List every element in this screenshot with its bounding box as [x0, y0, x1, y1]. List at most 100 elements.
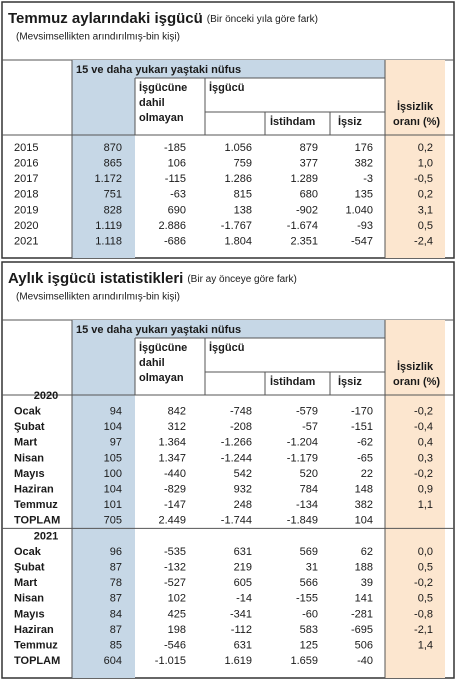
- col-header: olmayan: [139, 112, 184, 124]
- cell-value: 0,5: [418, 220, 433, 232]
- cell-value: -1.015: [155, 655, 186, 667]
- col-shade: [72, 320, 135, 678]
- cell-value: 2.886: [158, 220, 186, 232]
- cell-value: 506: [355, 640, 373, 652]
- row-label: Mayıs: [14, 608, 45, 620]
- col-header: olmayan: [139, 372, 184, 384]
- cell-value: 1.286: [224, 173, 252, 185]
- cell-value: 0,0: [418, 546, 433, 558]
- cell-value: 1.118: [95, 236, 122, 248]
- cell-value: -155: [296, 593, 318, 605]
- cell-value: -1.244: [221, 452, 252, 464]
- col-header: İstihdam: [270, 375, 315, 388]
- cell-value: 542: [234, 468, 252, 480]
- cell-value: 1.040: [345, 204, 373, 216]
- cell-value: -62: [357, 437, 373, 449]
- cell-value: 382: [355, 158, 373, 170]
- cell-value: 815: [234, 189, 252, 201]
- cell-value: 1.056: [224, 142, 252, 154]
- cell-value: 0,5: [418, 593, 433, 605]
- cell-value: 759: [234, 158, 252, 170]
- cell-value: -1.767: [221, 220, 252, 232]
- col-header: İstihdam: [270, 115, 315, 128]
- cell-value: -132: [164, 562, 186, 574]
- cell-value: 631: [234, 640, 252, 652]
- cell-value: -1.179: [287, 452, 318, 464]
- row-label: Nisan: [14, 452, 44, 464]
- cell-value: 1,1: [418, 499, 433, 511]
- cell-value: -2,4: [414, 236, 433, 248]
- cell-value: -0,2: [414, 577, 433, 589]
- cell-value: 248: [234, 499, 252, 511]
- cell-value: 932: [234, 484, 252, 496]
- title-note: (Bir önceki yıla göre fark): [207, 14, 318, 25]
- cell-value: -65: [357, 452, 373, 464]
- title-text: Aylık işgücü istatistikleri: [8, 270, 183, 287]
- cell-value: 39: [361, 577, 373, 589]
- cell-value: 176: [355, 142, 373, 154]
- col-shade: [72, 60, 135, 258]
- cell-value: 125: [300, 640, 318, 652]
- table-box: [1, 1, 455, 259]
- cell-value: 94: [110, 406, 122, 418]
- cell-value: 784: [300, 484, 318, 496]
- cell-value: -57: [302, 421, 318, 433]
- cell-value: -547: [351, 236, 373, 248]
- cell-value: 604: [104, 655, 122, 667]
- cell-value: 87: [110, 562, 122, 574]
- cell-value: 870: [104, 142, 122, 154]
- cell-value: 0,9: [418, 484, 433, 496]
- cell-value: 680: [300, 189, 318, 201]
- cell-value: -1.266: [221, 437, 252, 449]
- title-text: Temmuz aylarındaki işgücü: [8, 10, 203, 27]
- cell-value: 188: [355, 562, 373, 574]
- cell-value: 106: [168, 158, 186, 170]
- cell-value: -1.674: [287, 220, 318, 232]
- cell-value: -902: [296, 204, 318, 216]
- cell-value: -748: [230, 406, 252, 418]
- cell-value: -185: [164, 142, 186, 154]
- cell-value: 62: [361, 546, 373, 558]
- cell-value: -829: [164, 484, 186, 496]
- col-header: İşsizlik: [397, 360, 434, 373]
- cell-value: 1,4: [418, 640, 433, 652]
- cell-value: 828: [104, 204, 122, 216]
- row-label: Mayıs: [14, 468, 45, 480]
- cell-value: 138: [234, 204, 252, 216]
- row-label: Temmuz: [14, 499, 58, 511]
- cell-value: -281: [351, 608, 373, 620]
- cell-value: 751: [104, 189, 122, 201]
- subtitle: (Mevsimsellikten arındırılmış-bin kişi): [16, 32, 180, 43]
- cell-value: -170: [351, 406, 373, 418]
- group-shade: [72, 320, 385, 338]
- cell-value: 0,2: [418, 142, 433, 154]
- row-label: 2015: [14, 142, 38, 154]
- cell-value: 1.347: [158, 452, 186, 464]
- cell-value: 96: [110, 546, 122, 558]
- col-header: İşgücüne: [139, 81, 187, 94]
- row-label: 2017: [14, 173, 38, 185]
- row-label: 2020: [14, 220, 38, 232]
- subtitle: (Mevsimsellikten arındırılmış-bin kişi): [16, 292, 180, 303]
- cell-value: 219: [234, 562, 252, 574]
- col-header: İşsiz: [338, 375, 362, 388]
- cell-value: -0,4: [414, 421, 433, 433]
- group-header: 15 ve daha yukarı yaştaki nüfus: [76, 64, 241, 76]
- group-header: 15 ve daha yukarı yaştaki nüfus: [76, 324, 241, 336]
- cell-value: 78: [110, 577, 122, 589]
- cell-value: -1.849: [287, 515, 318, 527]
- row-label: 2016: [14, 158, 38, 170]
- cell-value: 705: [104, 515, 122, 527]
- col-header: dahil: [139, 357, 165, 369]
- col-header: İşsiz: [338, 115, 362, 128]
- row-label: 2021: [14, 236, 38, 248]
- cell-value: -579: [296, 406, 318, 418]
- cell-value: 566: [300, 577, 318, 589]
- cell-value: 520: [300, 468, 318, 480]
- cell-value: -0,2: [414, 468, 433, 480]
- row-label: Temmuz: [14, 640, 58, 652]
- group-shade: [72, 60, 385, 78]
- cell-value: 382: [355, 499, 373, 511]
- cell-value: -0,5: [414, 173, 433, 185]
